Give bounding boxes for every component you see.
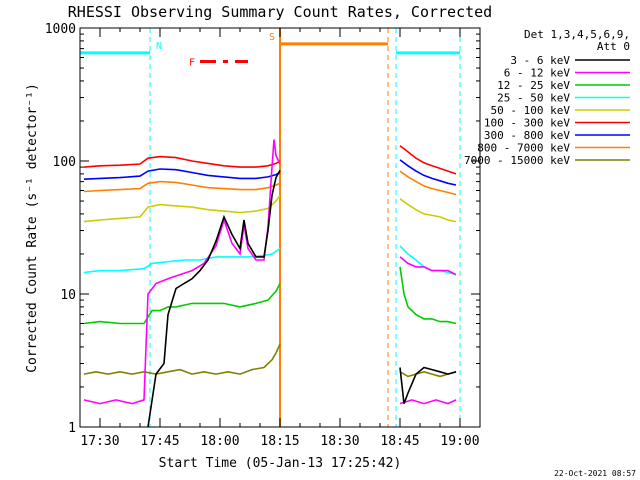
x-tick-label: 18:15 (260, 434, 299, 449)
legend-entry-label: 100 - 300 keV (484, 117, 570, 130)
series-line (399, 256, 457, 276)
y-axis: 1 10 100 1000 (45, 22, 480, 436)
x-axis-label: Start Time (05-Jan-13 17:25:42) (159, 456, 402, 471)
series-line (83, 247, 281, 274)
legend-entry-label: 7000 - 15000 keV (464, 154, 570, 167)
series-line (399, 399, 457, 405)
series-line (399, 159, 457, 186)
x-axis: 17:30 17:45 18:00 18:15 18:30 18:45 19:00 (79, 28, 481, 449)
x-tick-label: 18:45 (380, 434, 419, 449)
legend-entry-label: 25 - 50 keV (497, 92, 570, 105)
legend-entry-label: 3 - 6 keV (510, 54, 570, 67)
x-tick-label: 18:30 (320, 434, 359, 449)
x-tick-label: 17:45 (140, 434, 179, 449)
legend-header-line-1: Det 1,3,4,5,6,9, (524, 28, 630, 41)
x-tick-label: 19:00 (440, 434, 479, 449)
footer-timestamp: 22-Oct-2021 08:57 (554, 469, 636, 478)
series-line (83, 195, 281, 223)
series-line (399, 366, 457, 404)
state-bar-label: S (269, 32, 275, 43)
series-line (399, 266, 457, 325)
y-tick-label: 1 (68, 421, 76, 436)
series-line (83, 343, 281, 375)
series-line (83, 139, 281, 405)
series-line (83, 168, 281, 180)
state-bar-label: F (189, 57, 195, 68)
legend-entry-label: 50 - 100 keV (491, 104, 571, 117)
legend-entry-label: 800 - 7000 keV (477, 142, 570, 155)
series-line (399, 198, 457, 223)
plot-area: N S F (80, 28, 461, 428)
series-line (399, 145, 457, 175)
state-bar-label: N (156, 41, 162, 52)
series-line (147, 170, 281, 428)
x-tick-label: 17:30 (80, 434, 119, 449)
y-tick-label: 1000 (45, 22, 76, 37)
series-line (83, 155, 281, 168)
y-axis-label: Corrected Count Rate (s⁻¹ detector⁻¹) (25, 83, 40, 373)
x-tick-label: 18:00 (200, 434, 239, 449)
series-line (83, 180, 281, 193)
legend-header-line-2: Att 0 (597, 40, 630, 53)
series-line (83, 283, 281, 325)
chart-title: RHESSI Observing Summary Count Rates, Co… (68, 3, 492, 21)
y-tick-label: 100 (53, 155, 76, 170)
series-line (399, 170, 457, 196)
legend-entry-label: 6 - 12 keV (504, 67, 571, 80)
y-tick-label: 10 (60, 288, 76, 303)
legend-entry-label: 12 - 25 keV (497, 79, 570, 92)
legend-entry-label: 300 - 800 keV (484, 129, 570, 142)
